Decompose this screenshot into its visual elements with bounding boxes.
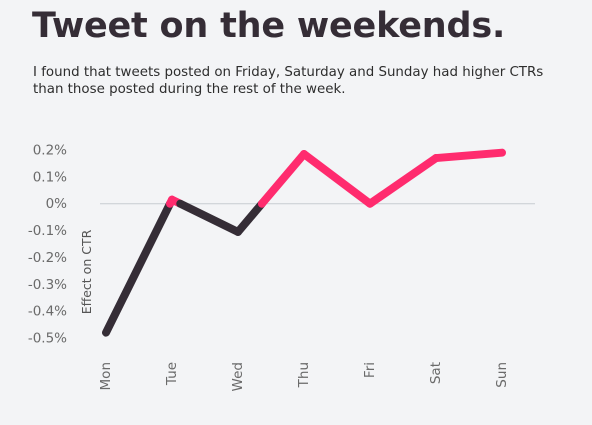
weekday-line-segment <box>234 199 266 236</box>
x-tick-label: Fri <box>362 362 378 378</box>
y-tick-label: -0.3% <box>28 277 67 293</box>
page-title: Tweet on the weekends. <box>32 6 506 46</box>
x-tick-label: Thu <box>296 362 312 388</box>
x-tick-label: Wed <box>230 362 246 391</box>
y-tick-label: 0.2% <box>33 143 67 159</box>
weekend-line-segment <box>257 150 308 208</box>
y-tick-label: -0.2% <box>28 250 67 266</box>
weekday-line-segment <box>102 199 174 337</box>
y-tick-label: 0% <box>46 196 68 212</box>
weekend-line-segment <box>300 150 374 208</box>
page-subtitle: I found that tweets posted on Friday, Sa… <box>33 65 544 97</box>
y-tick-label: -0.1% <box>28 223 67 239</box>
y-tick-label: -0.5% <box>28 331 67 347</box>
x-tick-label: Mon <box>98 362 114 390</box>
y-tick-label: 0.1% <box>33 169 67 185</box>
x-tick-label: Tue <box>164 362 180 386</box>
weekend-line-segment <box>366 154 440 208</box>
weekend-line-segment <box>432 148 506 163</box>
weekday-line-segment <box>176 199 242 236</box>
x-tick-label: Sun <box>494 362 510 388</box>
x-tick-label: Sat <box>428 362 444 384</box>
y-axis-label: Effect on CTR <box>79 229 94 314</box>
y-tick-label: -0.4% <box>28 304 67 320</box>
